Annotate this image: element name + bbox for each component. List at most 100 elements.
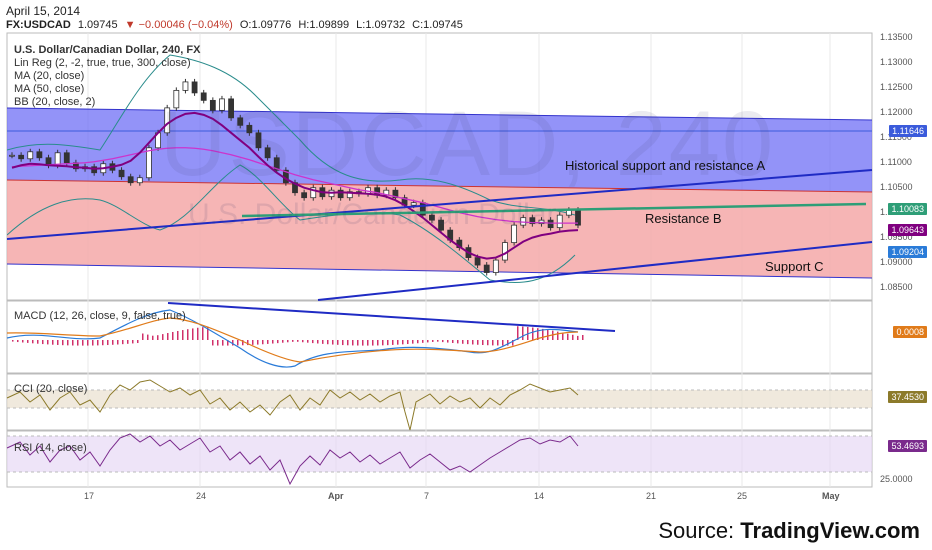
macd-hist-bar bbox=[127, 340, 129, 344]
candle-body bbox=[255, 132, 262, 149]
macd-hist-bar bbox=[247, 340, 249, 346]
annotation-a: Historical support and resistance A bbox=[565, 158, 766, 173]
macd-hist-bar bbox=[427, 340, 429, 343]
header-quote: FX:USDCAD 1.09745 ▼ −0.00046 (−0.04%) O:… bbox=[6, 19, 467, 31]
candle-body bbox=[246, 124, 253, 134]
y-tick: 1.09000 bbox=[880, 256, 913, 267]
macd-hist-bar bbox=[352, 340, 354, 346]
main-title: U.S. Dollar/Canadian Dollar, 240, FX bbox=[14, 44, 201, 56]
macd-hist-bar bbox=[267, 340, 269, 344]
macd-hist-bar bbox=[567, 333, 569, 340]
macd-hist-bar bbox=[52, 340, 54, 345]
candle-body bbox=[63, 152, 70, 164]
candle-body bbox=[538, 219, 545, 225]
macd-hist-bar bbox=[447, 340, 449, 343]
macd-hist-bar bbox=[317, 340, 319, 344]
macd-hist-bar bbox=[522, 326, 524, 340]
candle-body bbox=[27, 151, 34, 160]
y-tick: 1.13000 bbox=[880, 56, 913, 67]
macd-hist-bar bbox=[207, 326, 209, 340]
candle-body bbox=[127, 176, 134, 184]
candle-body bbox=[182, 81, 189, 91]
macd-hist-bar bbox=[37, 340, 39, 344]
candle-body bbox=[273, 157, 280, 171]
x-tick-25: 25 bbox=[737, 491, 748, 501]
x-tick-24: 24 bbox=[196, 491, 207, 501]
candle-body bbox=[264, 147, 271, 159]
macd-hist-bar bbox=[77, 340, 79, 346]
macd-hist-bar bbox=[332, 340, 334, 345]
y-tick: 1.12000 bbox=[880, 106, 913, 117]
macd-hist-bar bbox=[167, 333, 169, 340]
macd-hist-bar bbox=[212, 340, 214, 346]
x-tick-apr: Apr bbox=[328, 491, 344, 501]
macd-value-box: 0.0008 bbox=[893, 326, 927, 338]
macd-hist-bar bbox=[517, 326, 519, 340]
candle-body bbox=[209, 99, 216, 111]
macd-hist-bar bbox=[482, 340, 484, 346]
channel-mid-line bbox=[7, 179, 872, 193]
macd-hist-bar bbox=[337, 340, 339, 345]
macd-hist-bar bbox=[477, 340, 479, 345]
main-legend: U.S. Dollar/Canadian Dollar, 240, FX Lin… bbox=[14, 44, 200, 109]
y-tick: 1.09500 bbox=[880, 231, 913, 242]
candle-body bbox=[547, 219, 554, 229]
price-change: ▼ −0.00046 (−0.04%) bbox=[124, 19, 233, 31]
candle-body bbox=[392, 189, 399, 199]
macd-hist-bar bbox=[87, 340, 89, 346]
macd-hist-bar bbox=[217, 340, 219, 346]
candle-body bbox=[18, 154, 25, 160]
indicator-ma20: MA (20, close) bbox=[14, 70, 85, 82]
macd-hist-bar bbox=[547, 329, 549, 340]
chart-canvas bbox=[6, 32, 873, 488]
rsi-band bbox=[7, 436, 872, 472]
macd-hist-bar bbox=[192, 328, 194, 340]
macd-hist-bar bbox=[102, 340, 104, 346]
macd-hist-bar bbox=[177, 330, 179, 340]
macd-hist-bar bbox=[462, 340, 464, 344]
x-tick-may: May bbox=[822, 491, 840, 501]
macd-hist-bar bbox=[472, 340, 474, 345]
macd-hist-bar bbox=[417, 340, 419, 344]
macd-hist-bar bbox=[82, 340, 84, 346]
macd-hist-bar bbox=[122, 340, 124, 345]
macd-hist-bar bbox=[322, 340, 324, 344]
macd-hist-bar bbox=[222, 340, 224, 346]
y-tick: 1.13500 bbox=[880, 31, 913, 42]
macd-pane-border bbox=[6, 300, 873, 374]
macd-hist-bar bbox=[422, 340, 424, 343]
macd-hist-bar bbox=[97, 340, 99, 346]
candle-body bbox=[511, 224, 517, 244]
macd-hist-bar bbox=[467, 340, 469, 345]
candle-body bbox=[118, 169, 125, 178]
resistance-b-line bbox=[241, 202, 867, 218]
cci-label: CCI (20, close) bbox=[14, 383, 88, 395]
macd-hist-bar bbox=[457, 340, 459, 344]
macd-hist-bar bbox=[502, 340, 504, 346]
macd-hist-bar bbox=[132, 340, 134, 344]
channel-top-line bbox=[7, 107, 872, 121]
macd-hist-bar bbox=[292, 340, 294, 342]
header-date: April 15, 2014 bbox=[6, 4, 81, 18]
x-tick-7: 7 bbox=[424, 491, 430, 501]
ma50-line bbox=[11, 147, 578, 224]
macd-line bbox=[6, 309, 579, 368]
macd-hist-bar bbox=[377, 340, 379, 346]
candle-body bbox=[191, 81, 198, 94]
candle-body bbox=[54, 152, 61, 166]
macd-hist-bar bbox=[387, 340, 389, 346]
macd-hist-bar bbox=[137, 340, 139, 344]
candle-body bbox=[136, 177, 143, 184]
price-label: 1.09204 bbox=[888, 246, 927, 259]
macd-hist-bar bbox=[72, 340, 74, 346]
candle-body bbox=[219, 98, 225, 111]
macd-hist-bar bbox=[17, 340, 19, 343]
macd-hist-bar bbox=[327, 340, 329, 345]
macd-hist-bar bbox=[452, 340, 454, 343]
macd-hist-bar bbox=[562, 332, 564, 340]
support-c-line bbox=[317, 241, 873, 301]
candle-body bbox=[173, 89, 180, 109]
macd-hist-bar bbox=[272, 340, 274, 344]
macd-hist-bar bbox=[442, 340, 444, 343]
macd-hist-bar bbox=[367, 340, 369, 346]
